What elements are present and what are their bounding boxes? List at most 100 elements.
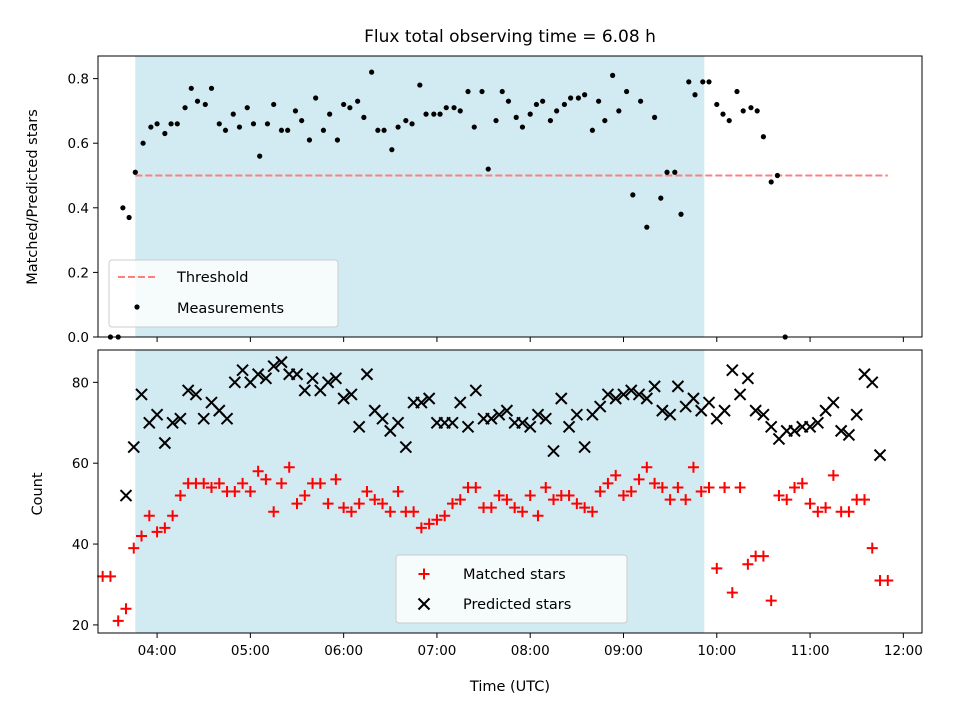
matched-star-point xyxy=(796,477,808,489)
predicted-star-point xyxy=(873,448,887,462)
matched-star-point xyxy=(703,481,715,493)
matched-star-point xyxy=(789,481,801,493)
measurement-point xyxy=(417,82,423,88)
matched-star-point xyxy=(167,510,179,522)
predicted-star-point xyxy=(741,372,755,385)
measurement-point xyxy=(547,117,554,124)
measurement-point xyxy=(208,85,215,91)
predicted-star-point xyxy=(337,392,350,405)
predicted-star-point xyxy=(422,392,436,405)
predicted-star-point xyxy=(306,372,319,385)
measurement-point xyxy=(292,108,299,114)
bottom-panel: 20 40 60 80 04:00 05:00 06:00 07:00 08:00 09:00 10… xyxy=(72,349,923,659)
top-series-measurements xyxy=(107,69,788,340)
matched-star-point xyxy=(330,473,342,485)
bottom-series-matched-stars xyxy=(97,461,894,627)
matched-star-point xyxy=(820,502,832,514)
predicted-star-point xyxy=(267,359,280,373)
measurement-point xyxy=(493,117,499,124)
matched-star-point xyxy=(143,510,155,522)
matched-star-point xyxy=(104,570,116,582)
measurement-point xyxy=(423,111,429,117)
measurement-point xyxy=(726,117,732,124)
matched-star-point xyxy=(128,542,140,554)
measurement-point xyxy=(554,108,560,114)
x-tick-label: 06:00 xyxy=(324,643,363,659)
matched-star-point xyxy=(516,506,528,518)
predicted-star-point xyxy=(454,396,467,409)
figure-title: Flux total observing time = 6.08 h xyxy=(364,27,656,47)
predicted-star-point xyxy=(803,420,817,434)
legend-matched-swatch xyxy=(418,568,430,580)
top-axes-frame xyxy=(97,55,923,338)
bottom-axes-frame xyxy=(97,349,923,634)
bottom-series-predicted-stars xyxy=(119,355,887,502)
measurement-point xyxy=(575,95,582,101)
predicted-star-point xyxy=(500,404,514,417)
measurement-point xyxy=(132,169,138,175)
measurement-point xyxy=(202,101,208,108)
predicted-star-point xyxy=(671,380,685,393)
matched-star-point xyxy=(540,481,552,493)
matched-star-point xyxy=(198,477,210,489)
matched-star-point xyxy=(136,530,148,542)
x-tick-label: 10:00 xyxy=(697,643,736,659)
matched-star-point xyxy=(649,477,661,489)
measurement-point xyxy=(706,79,712,85)
measurement-point xyxy=(692,92,698,98)
matched-star-point xyxy=(260,473,272,485)
measurement-point xyxy=(774,172,781,179)
measurement-point xyxy=(485,166,491,172)
predicted-star-point xyxy=(811,416,825,429)
measurement-point xyxy=(734,88,740,95)
matched-star-point xyxy=(120,603,132,615)
matched-star-point xyxy=(781,494,793,506)
matched-star-point xyxy=(345,506,357,518)
legend-threshold-label: Threshold xyxy=(176,270,248,286)
measurement-point xyxy=(499,88,505,95)
predicted-star-point xyxy=(469,384,483,397)
matched-star-point xyxy=(827,469,839,481)
measurement-point xyxy=(644,224,650,230)
predicted-star-point xyxy=(298,384,311,397)
predicted-star-point xyxy=(158,436,172,450)
measurement-point xyxy=(216,121,222,127)
predicted-star-point xyxy=(726,364,739,377)
matched-star-point xyxy=(151,526,163,538)
measurement-point xyxy=(658,195,664,201)
predicted-star-point xyxy=(345,388,358,401)
bottom-y-tick-label: 80 xyxy=(72,375,89,391)
predicted-star-point xyxy=(415,396,428,409)
predicted-star-point xyxy=(391,416,405,429)
measurement-point xyxy=(361,114,367,120)
predicted-star-point xyxy=(119,489,133,502)
matched-star-point xyxy=(283,461,295,473)
measurement-point xyxy=(651,114,658,120)
x-tick-label: 08:00 xyxy=(511,643,550,659)
measurement-point xyxy=(236,124,243,130)
predicted-star-point xyxy=(399,440,413,454)
measurement-point xyxy=(760,134,767,140)
predicted-star-point xyxy=(850,408,863,421)
matched-star-point xyxy=(213,477,225,489)
predicted-star-point xyxy=(842,428,856,442)
measurement-point xyxy=(347,105,353,111)
predicted-star-point xyxy=(461,420,475,434)
top-y-axis-title: Matched/Predicted stars xyxy=(25,109,41,285)
measurement-point xyxy=(140,140,146,146)
measurement-point xyxy=(610,72,616,78)
predicted-star-point xyxy=(329,372,343,385)
predicted-star-point xyxy=(617,388,630,401)
legend-measurements-swatch xyxy=(134,304,140,310)
matched-star-point xyxy=(377,498,389,510)
matched-star-point xyxy=(672,481,684,493)
measurement-point xyxy=(457,108,463,114)
matched-star-point xyxy=(369,494,381,506)
measurement-point xyxy=(533,101,540,108)
measurement-point xyxy=(222,127,229,133)
measurement-point xyxy=(162,130,168,137)
bottom-y-tick-label: 60 xyxy=(72,456,89,472)
measurement-point xyxy=(306,137,313,143)
matched-star-point xyxy=(112,615,124,627)
